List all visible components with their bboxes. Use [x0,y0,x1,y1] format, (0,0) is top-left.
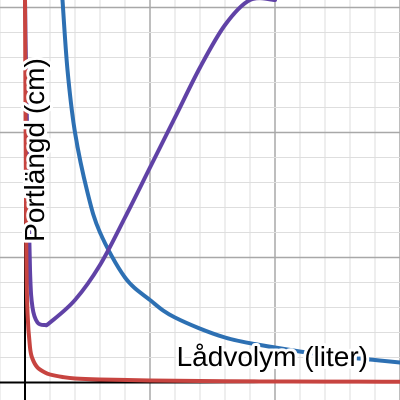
y-axis-label: Portlängd (cm) [19,58,50,242]
series-line-purple-curve [23,0,277,328]
series-group [23,0,400,384]
series-line-red-curve [23,0,400,384]
x-axis-label: Lådvolym (liter) [177,341,368,372]
series-line-blue-curve [60,0,400,365]
